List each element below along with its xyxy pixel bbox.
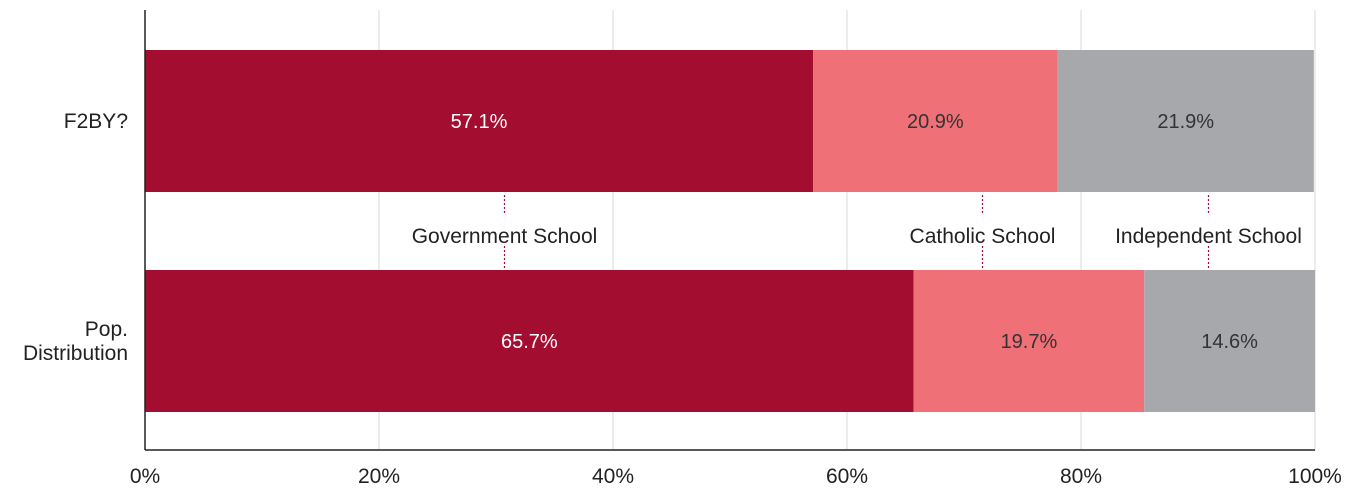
x-tick-label: 60% [826, 465, 868, 488]
x-tick-label: 80% [1060, 465, 1102, 488]
x-tick-label: 0% [130, 465, 160, 488]
series-label: Catholic School [910, 225, 1056, 248]
x-tick-label: 40% [592, 465, 634, 488]
series-label: Independent School [1115, 225, 1302, 248]
value-label: 20.9% [907, 111, 964, 133]
bar-segment [1144, 270, 1315, 412]
value-label: 14.6% [1201, 331, 1258, 353]
category-labels: F2BY? Pop. Distribution [23, 110, 128, 365]
series-connectors [503, 195, 1210, 268]
axes [144, 10, 1315, 451]
x-tick-label: 20% [358, 465, 400, 488]
x-tick-labels: 0% 20% 40% 60% 80% 100% [130, 465, 1342, 488]
value-labels: 57.1% 20.9% 21.9% 65.7% 19.7% 14.6% [451, 111, 1258, 353]
category-label: Pop. Distribution [23, 318, 128, 365]
x-tick-label: 100% [1288, 465, 1342, 488]
bar-segments [145, 50, 1315, 412]
category-label: F2BY? [64, 110, 128, 133]
value-label: 57.1% [451, 111, 508, 133]
bar-segment [145, 50, 814, 192]
series-label: Government School [412, 225, 598, 248]
series-labels: Government School Catholic School Independ… [412, 225, 1302, 248]
value-label: 65.7% [501, 331, 558, 353]
bar-segment [145, 270, 914, 412]
bar-segment [1057, 50, 1314, 192]
value-label: 21.9% [1157, 111, 1214, 133]
bar-segment [913, 270, 1145, 412]
bar-segment [813, 50, 1058, 192]
value-label: 19.7% [1001, 331, 1058, 353]
